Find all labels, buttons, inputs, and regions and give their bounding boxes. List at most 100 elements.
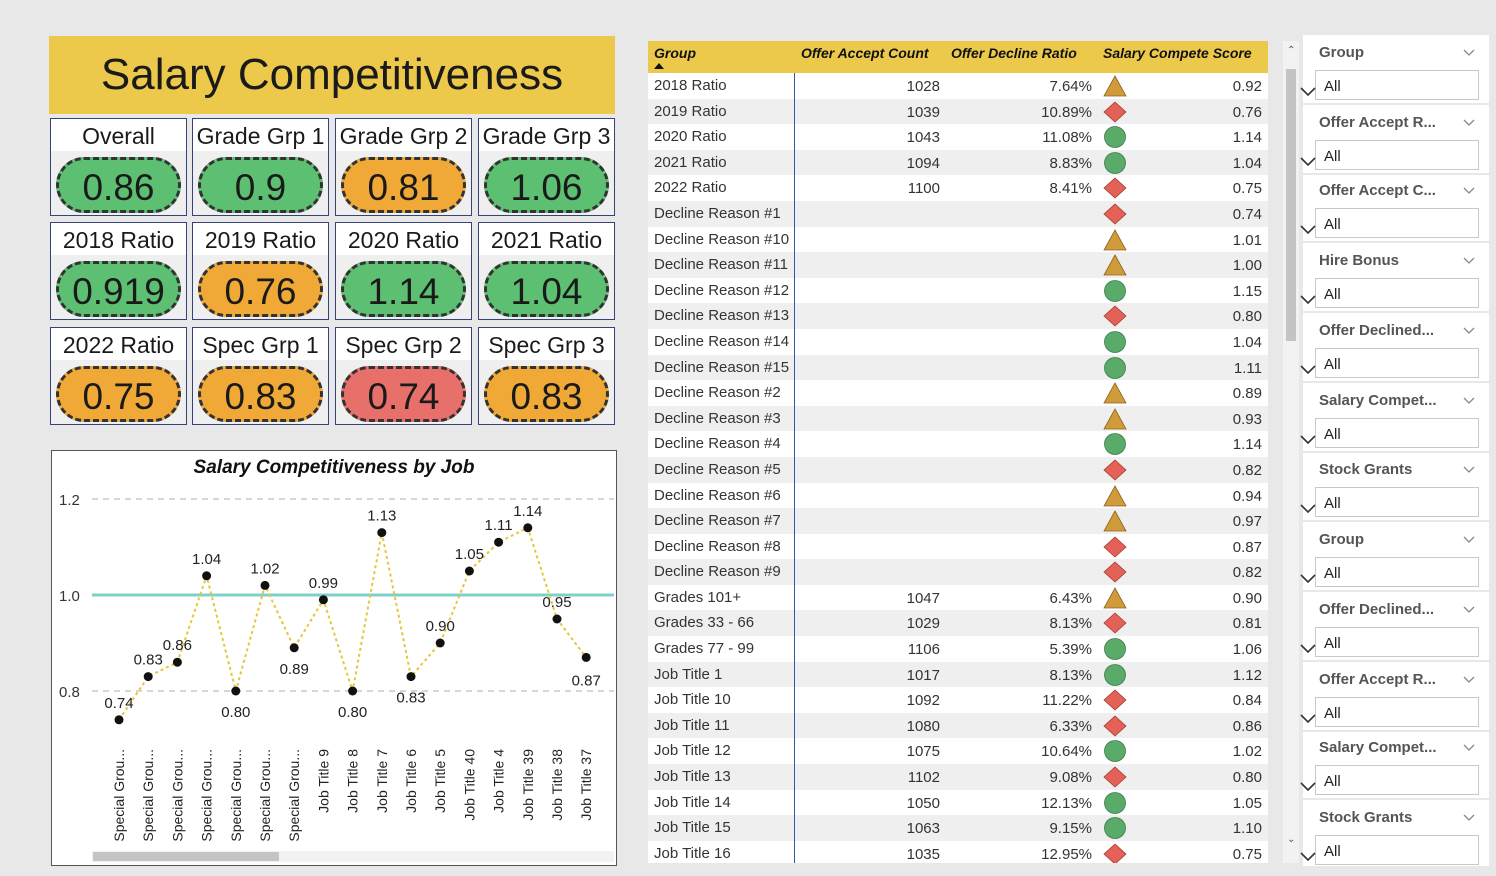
x-tick-label: Special Grou... bbox=[286, 749, 302, 842]
cell-offer-accept-count: 1017 bbox=[906, 666, 940, 684]
table-row[interactable]: Job Title 12 1075 10.64% 1.02 bbox=[648, 738, 1268, 764]
data-point bbox=[581, 652, 591, 662]
cell-offer-decline-ratio: 7.64% bbox=[1049, 78, 1092, 95]
data-point bbox=[464, 566, 474, 576]
cell-offer-decline-ratio: 10.89% bbox=[1041, 103, 1092, 121]
table-row[interactable]: Grades 33 - 66 1029 8.13% 0.81 bbox=[648, 610, 1268, 637]
table-row[interactable]: Job Title 15 1063 9.15% 1.10 bbox=[648, 815, 1268, 841]
table-row[interactable]: 2019 Ratio 1039 10.89% 0.76 bbox=[648, 98, 1268, 125]
table-row[interactable]: 2021 Ratio 1094 8.83% 1.04 bbox=[648, 149, 1268, 176]
table-row[interactable]: 2020 Ratio 1043 11.08% 1.14 bbox=[648, 124, 1268, 150]
header-offer-decline-ratio[interactable]: Offer Decline Ratio bbox=[951, 45, 1077, 61]
header-offer-accept-count[interactable]: Offer Accept Count bbox=[801, 45, 929, 61]
table-row[interactable]: Decline Reason #12 1.15 bbox=[648, 278, 1268, 304]
table-row[interactable]: Decline Reason #10 1.01 bbox=[648, 227, 1268, 253]
table-row[interactable]: Decline Reason #11 1.00 bbox=[648, 252, 1268, 278]
table-row[interactable]: Job Title 16 1035 12.95% 0.75 bbox=[648, 841, 1268, 863]
circle-status-icon bbox=[1103, 663, 1127, 686]
cell-group: Decline Reason #1 bbox=[654, 204, 781, 222]
chevron-down-icon[interactable] bbox=[1463, 45, 1475, 57]
x-tick-label: Job Title 5 bbox=[432, 749, 448, 813]
chevron-down-icon[interactable] bbox=[1463, 253, 1475, 265]
table-row[interactable]: Job Title 14 1050 12.13% 1.05 bbox=[648, 790, 1268, 816]
slicer-selected-value: All bbox=[1324, 426, 1341, 443]
slicer-dropdown[interactable]: All bbox=[1300, 140, 1479, 170]
slicer-dropdown[interactable]: All bbox=[1300, 208, 1479, 238]
table-row[interactable]: Decline Reason #13 0.80 bbox=[648, 303, 1268, 329]
chevron-down-icon[interactable] bbox=[1463, 462, 1475, 474]
cell-group: Decline Reason #11 bbox=[654, 256, 788, 274]
sort-ascending-icon[interactable] bbox=[654, 63, 664, 69]
slicer-dropdown[interactable]: All bbox=[1300, 697, 1479, 727]
kpi-value: 0.76 bbox=[198, 261, 323, 317]
slicer-selected-value: All bbox=[1324, 78, 1341, 95]
table-row[interactable]: Decline Reason #1 0.74 bbox=[648, 200, 1268, 227]
header-group[interactable]: Group bbox=[654, 45, 696, 61]
chevron-down-icon[interactable] bbox=[1463, 115, 1475, 127]
triangle-status-icon bbox=[1103, 75, 1127, 97]
table-row[interactable]: Decline Reason #15 1.11 bbox=[648, 354, 1268, 381]
slicer-dropdown[interactable]: All bbox=[1300, 557, 1479, 587]
chevron-down-icon[interactable] bbox=[1463, 602, 1475, 614]
table-row[interactable]: Decline Reason #8 0.87 bbox=[648, 534, 1268, 560]
table-row[interactable]: Job Title 10 1092 11.22% 0.84 bbox=[648, 687, 1268, 713]
slicer-dropdown[interactable]: All bbox=[1300, 487, 1479, 517]
table-scroll-thumb[interactable] bbox=[1286, 69, 1296, 341]
cell-salary-compete-score: 1.06 bbox=[1232, 641, 1262, 659]
table-row[interactable]: Grades 101+ 1047 6.43% 0.90 bbox=[648, 585, 1268, 611]
table-vertical-scrollbar[interactable]: ⌃ ⌄ bbox=[1283, 41, 1299, 863]
scroll-up-icon[interactable]: ⌃ bbox=[1287, 45, 1296, 56]
table-row[interactable]: Decline Reason #3 0.93 bbox=[648, 405, 1268, 432]
table-row[interactable]: 2018 Ratio 1028 7.64% 0.92 bbox=[648, 73, 1268, 99]
chevron-down-icon[interactable] bbox=[1463, 532, 1475, 544]
slicer-selected-value: All bbox=[1324, 705, 1341, 722]
cell-offer-accept-count: 1029 bbox=[906, 615, 940, 633]
diamond-status-icon bbox=[1103, 203, 1127, 225]
chevron-down-icon[interactable] bbox=[1463, 393, 1475, 405]
chevron-down-icon[interactable] bbox=[1463, 740, 1475, 752]
data-label: 1.05 bbox=[455, 546, 484, 563]
table-row[interactable]: Decline Reason #6 0.94 bbox=[648, 483, 1268, 509]
slicer: Salary Compet... All bbox=[1300, 730, 1489, 800]
data-label: 0.74 bbox=[104, 695, 133, 712]
cell-offer-accept-count: 1035 bbox=[906, 845, 940, 863]
cell-offer-accept-count: 1080 bbox=[906, 717, 940, 735]
slicer-header: Offer Declined... bbox=[1319, 601, 1435, 618]
chevron-down-icon[interactable] bbox=[1463, 810, 1475, 822]
slicer-dropdown[interactable]: All bbox=[1300, 278, 1479, 308]
kpi-label: Grade Grp 2 bbox=[336, 119, 471, 151]
table-row[interactable]: Decline Reason #14 1.04 bbox=[648, 329, 1268, 355]
slicer-dropdown[interactable]: All bbox=[1300, 70, 1479, 100]
table-row[interactable]: Decline Reason #2 0.89 bbox=[648, 380, 1268, 406]
table-row[interactable]: Grades 77 - 99 1106 5.39% 1.06 bbox=[648, 636, 1268, 662]
chevron-down-icon[interactable] bbox=[1463, 323, 1475, 335]
slicer-dropdown[interactable]: All bbox=[1300, 418, 1479, 448]
slicer-dropdown[interactable]: All bbox=[1300, 348, 1479, 378]
slicer-dropdown[interactable]: All bbox=[1300, 835, 1479, 865]
cell-offer-decline-ratio: 8.13% bbox=[1049, 615, 1092, 633]
header-salary-compete-score[interactable]: Salary Compete Score bbox=[1103, 45, 1252, 61]
chevron-down-icon[interactable] bbox=[1463, 183, 1475, 195]
table-row[interactable]: Decline Reason #9 0.82 bbox=[648, 559, 1268, 585]
slicer-dropdown[interactable]: All bbox=[1300, 765, 1479, 795]
x-tick-label: Job Title 38 bbox=[549, 749, 565, 821]
triangle-status-icon bbox=[1103, 510, 1127, 532]
table-row[interactable]: Decline Reason #4 1.14 bbox=[648, 431, 1268, 457]
data-label: 1.13 bbox=[367, 508, 396, 525]
scroll-down-icon[interactable]: ⌄ bbox=[1287, 834, 1296, 845]
table-row[interactable]: Job Title 13 1102 9.08% 0.80 bbox=[648, 764, 1268, 790]
chart-scroll-thumb[interactable] bbox=[93, 852, 279, 861]
table-row[interactable]: Job Title 11 1080 6.33% 0.86 bbox=[648, 712, 1268, 739]
chevron-down-icon[interactable] bbox=[1463, 672, 1475, 684]
data-point bbox=[172, 657, 182, 667]
kpi-card: 2020 Ratio 1.14 bbox=[335, 222, 472, 320]
table-row[interactable]: Decline Reason #5 0.82 bbox=[648, 456, 1268, 483]
table-row[interactable]: Job Title 1 1017 8.13% 1.12 bbox=[648, 661, 1268, 688]
cell-offer-accept-count: 1043 bbox=[906, 129, 940, 147]
table-row[interactable]: Decline Reason #7 0.97 bbox=[648, 508, 1268, 534]
kpi-value: 0.9 bbox=[198, 157, 323, 213]
chart-horizontal-scrollbar[interactable] bbox=[92, 851, 614, 862]
slicer-dropdown[interactable]: All bbox=[1300, 627, 1479, 657]
table-row[interactable]: 2022 Ratio 1100 8.41% 0.75 bbox=[648, 175, 1268, 201]
cell-salary-compete-score: 0.82 bbox=[1232, 461, 1262, 479]
